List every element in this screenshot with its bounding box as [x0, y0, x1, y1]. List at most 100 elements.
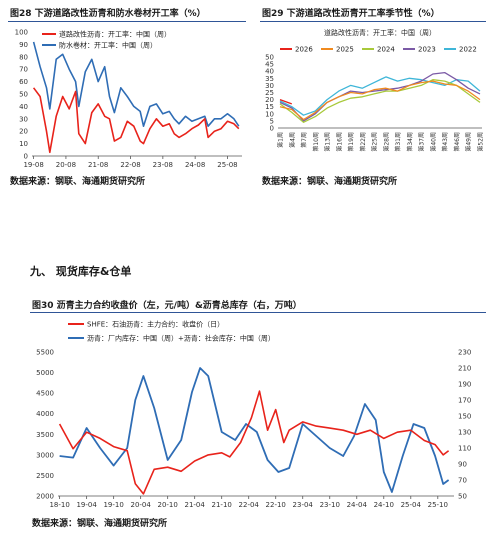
fig30-y-left-tick-label-6: 5000 [36, 369, 54, 377]
fig30-y-right-tick-label-7: 190 [458, 381, 471, 389]
fig29-legend-label-1: 2025 [336, 46, 354, 54]
fig28-x-tick-label-0: 19-08 [23, 161, 43, 169]
fig30-y-left-tick-label-5: 4500 [36, 390, 54, 398]
fig29-x-tick-label-0: 第1周 [277, 132, 285, 148]
fig29-x-tick-label-6: 第19周 [347, 132, 355, 152]
fig29-x-tick-label-1: 第4周 [288, 132, 296, 148]
fig28-y-tick-label-9: 90 [19, 41, 28, 49]
fig28-y-tick-label-5: 50 [19, 91, 28, 99]
fig29-title-rule [260, 21, 486, 22]
fig28-y-tick-label-1: 10 [19, 140, 28, 148]
fig30-x-tick-label-6: 21-10 [212, 501, 232, 509]
fig28-x-tick-label-2: 21-08 [88, 161, 108, 169]
fig30-y-left-tick-label-2: 3000 [36, 451, 54, 459]
section-heading: 九、 现货库存&仓单 [30, 265, 132, 278]
fig29-legend-label-0: 2026 [295, 46, 313, 54]
fig29-x-tick-label-15: 第46周 [453, 132, 461, 152]
fig28-y-tick-label-6: 60 [19, 78, 28, 86]
fig28-series-line-0 [32, 87, 240, 154]
fig30-y-left-tick-label-1: 2500 [36, 472, 54, 480]
fig29-x-tick-label-7: 第22周 [359, 132, 367, 152]
fig30-x-tick-label-7: 22-04 [239, 501, 260, 509]
fig28-y-tick-label-4: 40 [19, 103, 28, 111]
fig30-title-rule [30, 312, 486, 313]
fig29-y-tick-label-4: 20 [265, 96, 274, 104]
fig29-x-tick-label-4: 第13周 [324, 132, 332, 152]
fig30-y-right-tick-label-6: 170 [458, 397, 471, 405]
fig29-y-tick-label-0: 0 [270, 125, 274, 133]
fig29-x-tick-label-11: 第34周 [406, 132, 414, 152]
fig28-chart: 0 10 20 30 40 50 60 70 80 90 100 19-08 20-08 21-08 22-… [15, 29, 242, 169]
fig29-x-tick-label-2: 第7周 [300, 132, 308, 148]
fig30-y-right-tick-label-0: 50 [458, 493, 467, 501]
fig29-series-line-1 [279, 80, 481, 121]
fig30-series-line-0 [58, 390, 450, 495]
fig29-x-tick-label-5: 第16周 [335, 132, 343, 152]
fig28-legend-label-0: 道路改性沥青：开工率：中国（周） [59, 30, 171, 39]
fig28-title-rule [8, 21, 246, 22]
fig29-x-tick-label-3: 第10周 [312, 132, 320, 152]
fig30-y-left-tick-label-0: 2000 [36, 493, 54, 501]
fig30-y-right-tick-label-1: 70 [458, 477, 467, 485]
fig29-chart-title: 道路改性沥青：开工率：中国（周） [324, 28, 436, 37]
fig30-legend-label-0: SHFE：石油沥青：主力合约：收盘价（日） [87, 320, 224, 329]
fig28-y-tick-label-0: 0 [24, 153, 28, 161]
fig30-title: 图30 沥青主力合约收盘价（左，元/吨）&沥青总库存（右，万吨） [32, 301, 302, 311]
fig29-y-tick-label-8: 40 [265, 68, 274, 76]
fig29-legend-label-4: 2022 [459, 46, 477, 54]
fig29-x-tick-label-16: 第49周 [465, 132, 473, 152]
fig30-y-left-tick-label-7: 5500 [36, 349, 54, 357]
fig29-y-tick-label-5: 25 [265, 89, 274, 97]
fig30-y-right-tick-label-4: 130 [458, 429, 471, 437]
fig28-y-tick-label-7: 70 [19, 66, 28, 74]
fig30-y-right-tick-label-2: 90 [458, 461, 467, 469]
fig30-x-tick-label-13: 25-04 [401, 501, 422, 509]
fig30-chart: 2000 2500 3000 3500 4000 4500 5000 5500 50 70 90 11… [36, 320, 471, 510]
fig30-x-tick-label-11: 24-04 [347, 501, 368, 509]
fig30-y-right-tick-label-3: 110 [458, 445, 471, 453]
fig28-source: 数据来源：钢联、海通期货研究所 [10, 177, 146, 187]
fig30-x-tick-label-4: 20-10 [157, 501, 177, 509]
fig29-x-tick-label-8: 第25周 [371, 132, 379, 152]
fig29-y-tick-label-7: 35 [265, 75, 274, 83]
fig28-legend-label-1: 防水卷材：开工率：中国（周） [59, 41, 157, 50]
fig29-legend-label-3: 2023 [418, 46, 436, 54]
fig29-legend-label-2: 2024 [377, 46, 395, 54]
fig29-source: 数据来源：钢联、海通期货研究所 [262, 177, 398, 187]
fig28-y-tick-label-2: 20 [19, 128, 28, 136]
fig29-y-tick-label-10: 50 [265, 54, 274, 62]
fig29-y-tick-label-2: 10 [265, 110, 274, 118]
fig30-x-tick-label-14: 25-10 [428, 501, 448, 509]
fig30-series-line-1 [59, 367, 450, 493]
fig28-x-tick-label-3: 22-08 [120, 161, 140, 169]
fig29-y-tick-label-9: 45 [265, 61, 274, 69]
fig28-x-tick-label-1: 20-08 [56, 161, 76, 169]
fig30-y-left-tick-label-4: 4000 [36, 410, 54, 418]
fig28-title: 图28 下游道路改性沥青和防水卷材开工率（%） [10, 9, 206, 19]
fig30-x-tick-label-12: 24-10 [374, 501, 394, 509]
fig30-y-right-tick-label-8: 210 [458, 365, 471, 373]
fig30-y-right-tick-label-9: 230 [458, 349, 471, 357]
fig30-y-right-tick-label-5: 150 [458, 413, 471, 421]
fig30-x-tick-label-1: 19-04 [76, 501, 97, 509]
fig29-x-tick-label-14: 第43周 [441, 132, 449, 152]
fig30-x-tick-label-5: 21-04 [185, 501, 206, 509]
fig28-y-tick-label-10: 100 [15, 29, 28, 37]
fig29-y-tick-label-3: 15 [265, 103, 274, 111]
fig30-x-tick-label-10: 23-10 [320, 501, 340, 509]
fig28-series-line-1 [32, 41, 240, 127]
fig30-y-left-tick-label-3: 3500 [36, 431, 54, 439]
fig29-series-line-3 [279, 71, 481, 122]
fig29-chart: 道路改性沥青：开工率：中国（周）05101520253035404550第1周第… [265, 28, 485, 152]
fig28-x-tick-label-6: 25-08 [217, 161, 237, 169]
fig30-x-tick-label-8: 22-10 [266, 501, 286, 509]
fig29-x-tick-label-10: 第31周 [394, 132, 402, 152]
fig30-legend-label-1: 沥青：厂内库存：中国（周）+沥青：社会库存：中国（周） [87, 334, 275, 343]
fig28-y-tick-label-3: 30 [19, 115, 28, 123]
fig30-x-tick-label-3: 20-04 [130, 501, 151, 509]
fig29-x-tick-label-17: 第52周 [477, 132, 485, 152]
fig30-source: 数据来源：钢联、海通期货研究所 [32, 519, 168, 529]
fig29-x-tick-label-13: 第40周 [429, 132, 437, 152]
fig30-x-tick-label-2: 19-10 [103, 501, 123, 509]
fig29-x-tick-label-12: 第37周 [418, 132, 426, 152]
